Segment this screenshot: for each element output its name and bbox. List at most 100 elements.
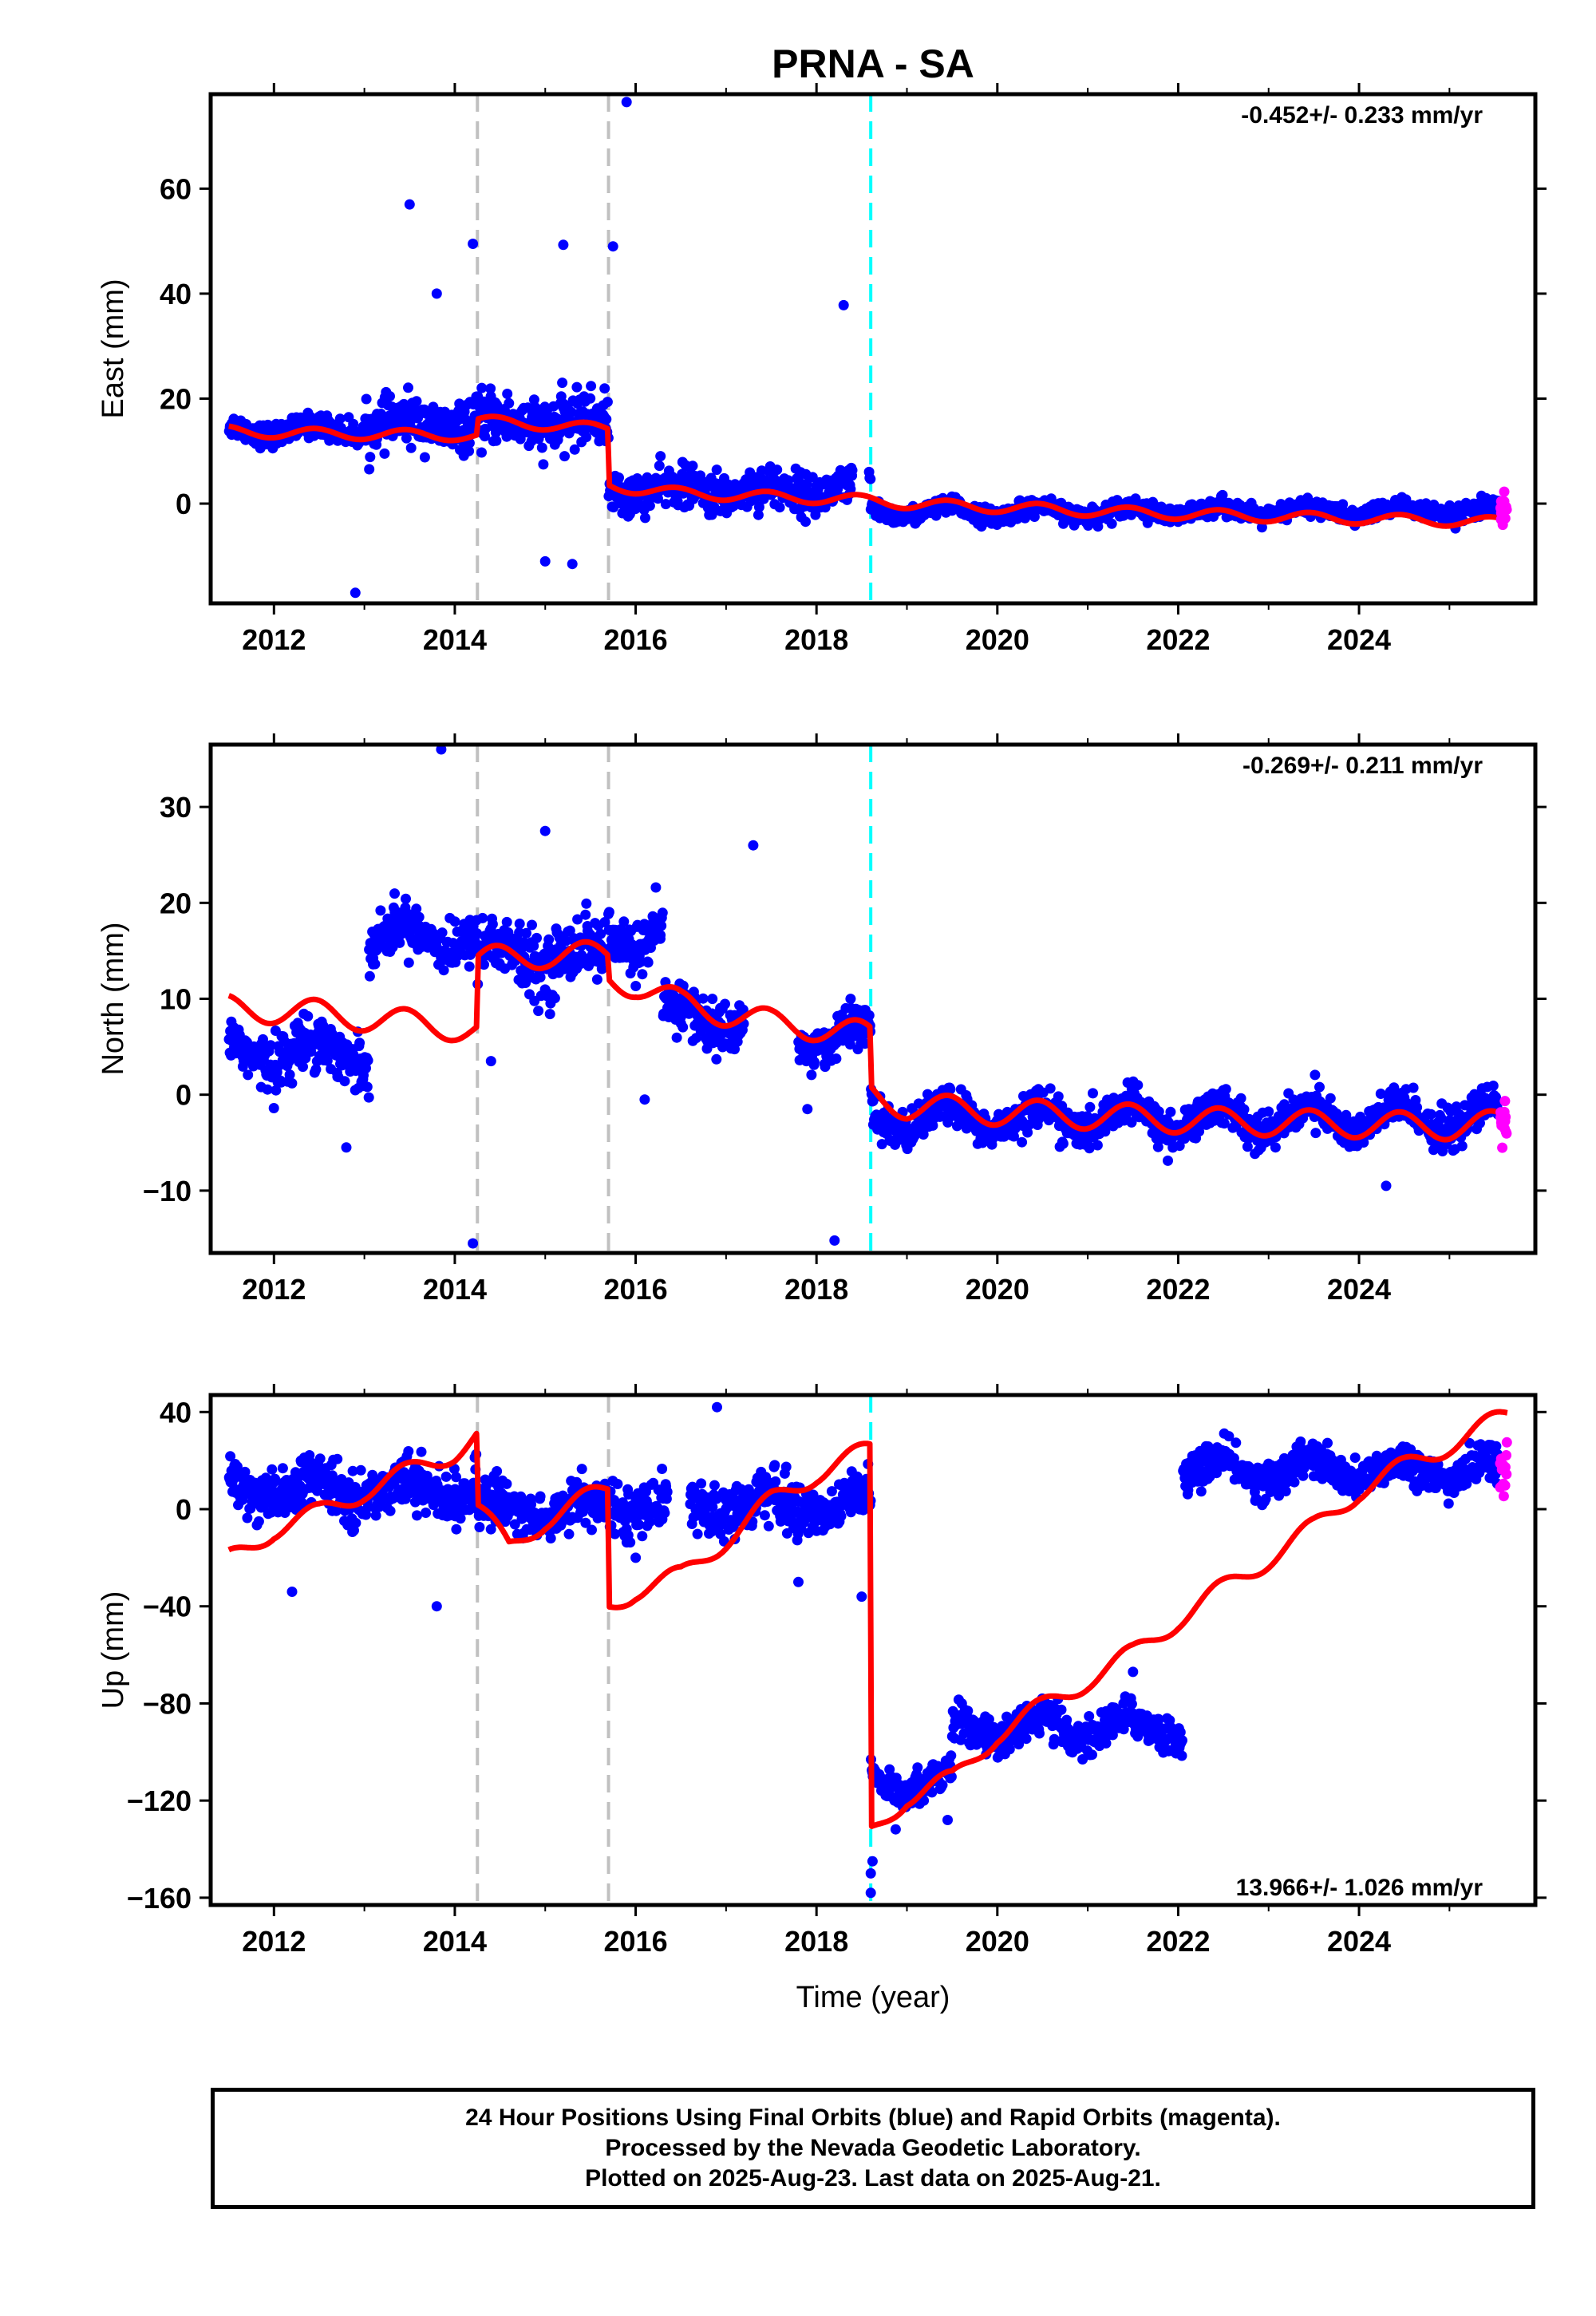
up-data-point	[625, 1537, 636, 1548]
north-data-point	[720, 998, 730, 1010]
north-x-tick-label: 2012	[242, 1273, 306, 1306]
up-data-point	[416, 1446, 427, 1457]
north-plot-area	[223, 745, 1512, 1253]
north-data-point	[650, 882, 662, 893]
east-x-tick-label: 2012	[242, 623, 306, 656]
north-data-point	[514, 919, 525, 929]
north-data-point	[1165, 1106, 1176, 1117]
east-data-point	[379, 448, 390, 459]
north-data-point	[354, 1037, 365, 1049]
north-outlier-point	[748, 840, 759, 851]
east-data-point	[847, 464, 858, 476]
up-data-point	[576, 1464, 587, 1475]
east-data-point	[807, 472, 818, 483]
east-data-point	[536, 442, 547, 453]
north-data-point	[413, 911, 425, 923]
north-rate-label: -0.269+/- 0.211 mm/yr	[1242, 753, 1483, 779]
east-data-point	[706, 509, 717, 520]
north-x-tick-label: 2024	[1327, 1273, 1391, 1306]
east-frame	[208, 92, 1538, 606]
north-data-point	[1163, 1155, 1173, 1166]
north-model-line	[227, 939, 1510, 1143]
east-data-point	[334, 413, 346, 425]
north-rapid-point	[1499, 1096, 1511, 1107]
east-data-point	[660, 499, 671, 510]
east-outlier-point	[350, 587, 361, 599]
north-data-point	[544, 1009, 555, 1020]
east-data-point	[865, 473, 876, 484]
north-data-point	[630, 981, 642, 991]
north-data-point	[528, 940, 539, 951]
east-final-orbit-points	[223, 97, 1504, 599]
north-data-point	[572, 914, 583, 925]
north-data-point	[243, 1069, 254, 1081]
north-outlier-point	[829, 1235, 840, 1246]
north-data-point	[656, 920, 667, 931]
north-y-axis-label: North (mm)	[97, 922, 130, 1075]
north-data-point	[1092, 1140, 1103, 1151]
north-y-tick-label: 30	[160, 791, 192, 824]
north-data-point	[361, 1063, 371, 1073]
north-data-point	[580, 909, 591, 920]
east-data-point	[601, 413, 612, 425]
north-data-point	[1057, 1138, 1069, 1149]
north-data-point	[737, 1004, 749, 1015]
north-data-point	[707, 994, 718, 1005]
north-x-tick-label: 2016	[604, 1273, 668, 1306]
east-data-point	[476, 447, 487, 458]
north-data-point	[1174, 1140, 1185, 1152]
east-data-point	[464, 445, 475, 456]
north-data-point	[369, 958, 381, 970]
north-x-tick-label: 2020	[966, 1273, 1029, 1306]
north-data-point	[599, 917, 610, 927]
up-plot-area	[223, 1395, 1512, 1905]
north-data-point	[268, 1103, 279, 1113]
east-data-point	[557, 377, 568, 389]
north-outlier-point	[485, 1056, 496, 1067]
east-data-point	[364, 464, 375, 475]
north-data-point	[363, 1092, 374, 1103]
east-x-tick-label: 2024	[1327, 623, 1391, 656]
north-x-tick-label: 2018	[784, 1273, 848, 1306]
up-data-point	[332, 1453, 343, 1464]
north-data-point	[1022, 1127, 1033, 1138]
north-data-point	[375, 905, 386, 916]
east-data-point	[774, 502, 785, 513]
north-data-point	[1263, 1106, 1274, 1117]
north-data-point	[389, 888, 400, 899]
north-data-point	[808, 1057, 820, 1068]
north-data-point	[531, 932, 542, 943]
north-rapid-point	[1497, 1142, 1508, 1153]
north-data-point	[1408, 1082, 1419, 1093]
north-data-point	[591, 974, 602, 985]
east-rate-label: -0.452+/- 0.233 mm/yr	[1241, 102, 1483, 128]
east-data-point	[538, 459, 549, 470]
up-data-point	[267, 1464, 278, 1475]
north-data-point	[477, 912, 488, 923]
north-data-point	[657, 907, 668, 919]
up-final-orbit-points	[223, 1401, 1504, 1899]
north-data-point	[501, 916, 512, 927]
east-x-tick-label: 2014	[423, 623, 487, 656]
east-data-point	[845, 484, 856, 495]
east-data-point	[485, 383, 496, 394]
east-x-tick-label: 2022	[1146, 623, 1210, 656]
east-data-point	[476, 382, 488, 393]
north-x-tick-label: 2022	[1146, 1273, 1210, 1306]
north-y-tick-label: 10	[160, 983, 192, 1016]
north-final-orbit-points	[223, 745, 1504, 1249]
north-data-point	[637, 969, 648, 980]
east-data-point	[403, 382, 413, 393]
up-data-point	[637, 1531, 648, 1542]
up-data-point	[412, 1510, 422, 1521]
up-data-point	[242, 1512, 253, 1524]
north-data-point	[362, 1055, 373, 1066]
north-data-point	[1088, 1088, 1098, 1099]
up-data-point	[350, 1517, 361, 1528]
north-data-point	[918, 1129, 929, 1140]
north-data-point	[521, 927, 531, 939]
east-data-point	[569, 444, 580, 455]
north-data-point	[863, 1010, 875, 1021]
north-data-point	[1487, 1081, 1499, 1091]
